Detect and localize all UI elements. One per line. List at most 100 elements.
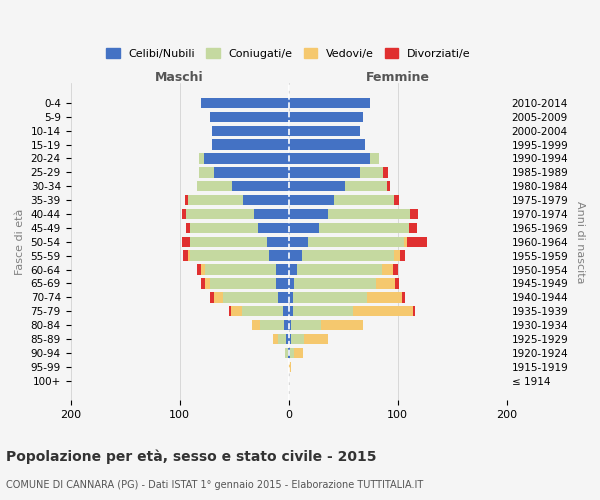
Bar xyxy=(367,292,402,302)
Bar xyxy=(243,195,289,205)
Bar xyxy=(353,306,413,316)
Bar xyxy=(289,320,291,330)
Bar xyxy=(210,292,214,302)
Bar xyxy=(258,222,289,233)
Bar xyxy=(291,334,304,344)
Bar xyxy=(182,209,186,219)
Bar xyxy=(199,154,203,164)
Text: COMUNE DI CANNARA (PG) - Dati ISTAT 1° gennaio 2015 - Elaborazione TUTTITALIA.IT: COMUNE DI CANNARA (PG) - Dati ISTAT 1° g… xyxy=(6,480,423,490)
Bar xyxy=(289,334,291,344)
Bar xyxy=(387,181,390,192)
Bar xyxy=(202,98,289,108)
Bar xyxy=(409,222,418,233)
Bar xyxy=(190,250,269,261)
Bar xyxy=(383,167,388,177)
Bar xyxy=(251,320,260,330)
Bar xyxy=(394,264,398,275)
Bar xyxy=(289,126,359,136)
Bar xyxy=(185,195,188,205)
Bar xyxy=(289,306,293,316)
Bar xyxy=(404,236,407,247)
Bar xyxy=(210,278,275,288)
Bar xyxy=(294,348,303,358)
Bar xyxy=(210,112,289,122)
Bar xyxy=(190,236,267,247)
Bar xyxy=(269,250,289,261)
Bar xyxy=(304,334,328,344)
Bar xyxy=(294,278,376,288)
Legend: Celibi/Nubili, Coniugati/e, Vedovi/e, Divorziati/e: Celibi/Nubili, Coniugati/e, Vedovi/e, Di… xyxy=(103,44,474,62)
Text: Popolazione per età, sesso e stato civile - 2015: Popolazione per età, sesso e stato civil… xyxy=(6,450,377,464)
Bar xyxy=(289,167,359,177)
Bar xyxy=(212,140,289,150)
Bar xyxy=(382,264,394,275)
Bar xyxy=(395,278,399,288)
Bar xyxy=(274,334,278,344)
Bar xyxy=(188,250,190,261)
Bar xyxy=(278,334,286,344)
Bar xyxy=(298,264,382,275)
Bar xyxy=(407,236,427,247)
Bar xyxy=(203,154,289,164)
Text: Maschi: Maschi xyxy=(155,70,204,84)
Text: Femmine: Femmine xyxy=(365,70,430,84)
Bar xyxy=(302,250,394,261)
Bar xyxy=(289,181,346,192)
Bar xyxy=(322,320,363,330)
Y-axis label: Anni di nascita: Anni di nascita xyxy=(575,200,585,283)
Bar xyxy=(289,348,290,358)
Bar xyxy=(308,236,404,247)
Bar xyxy=(287,348,289,358)
Bar xyxy=(410,209,418,219)
Bar xyxy=(286,334,289,344)
Bar xyxy=(286,348,287,358)
Bar xyxy=(232,181,289,192)
Bar xyxy=(289,195,334,205)
Bar xyxy=(394,250,400,261)
Bar xyxy=(242,306,283,316)
Bar xyxy=(254,209,289,219)
Bar xyxy=(212,126,289,136)
Bar xyxy=(182,236,190,247)
Bar xyxy=(275,264,289,275)
Bar xyxy=(267,236,289,247)
Bar xyxy=(188,195,243,205)
Bar xyxy=(319,222,409,233)
Bar xyxy=(190,222,258,233)
Bar xyxy=(199,167,214,177)
Bar xyxy=(214,292,223,302)
Bar xyxy=(186,209,254,219)
Bar xyxy=(289,209,328,219)
Bar xyxy=(413,306,415,316)
Bar xyxy=(202,278,205,288)
Bar xyxy=(289,140,365,150)
Bar xyxy=(394,195,399,205)
Bar xyxy=(202,264,205,275)
Bar xyxy=(260,320,284,330)
Bar xyxy=(186,222,190,233)
Bar xyxy=(328,209,410,219)
Bar xyxy=(289,154,370,164)
Bar xyxy=(289,236,308,247)
Bar xyxy=(376,278,395,288)
Bar xyxy=(205,278,210,288)
Bar xyxy=(289,264,298,275)
Bar xyxy=(293,292,367,302)
Bar xyxy=(289,292,293,302)
Y-axis label: Fasce di età: Fasce di età xyxy=(15,208,25,275)
Bar xyxy=(231,306,242,316)
Bar xyxy=(289,250,302,261)
Bar xyxy=(359,167,383,177)
Bar xyxy=(289,98,370,108)
Bar xyxy=(289,278,294,288)
Bar xyxy=(400,250,406,261)
Bar xyxy=(223,292,278,302)
Bar xyxy=(402,292,406,302)
Bar xyxy=(291,320,322,330)
Bar xyxy=(214,167,289,177)
Bar xyxy=(229,306,231,316)
Bar xyxy=(293,306,353,316)
Bar xyxy=(289,362,291,372)
Bar xyxy=(183,250,188,261)
Bar xyxy=(284,320,289,330)
